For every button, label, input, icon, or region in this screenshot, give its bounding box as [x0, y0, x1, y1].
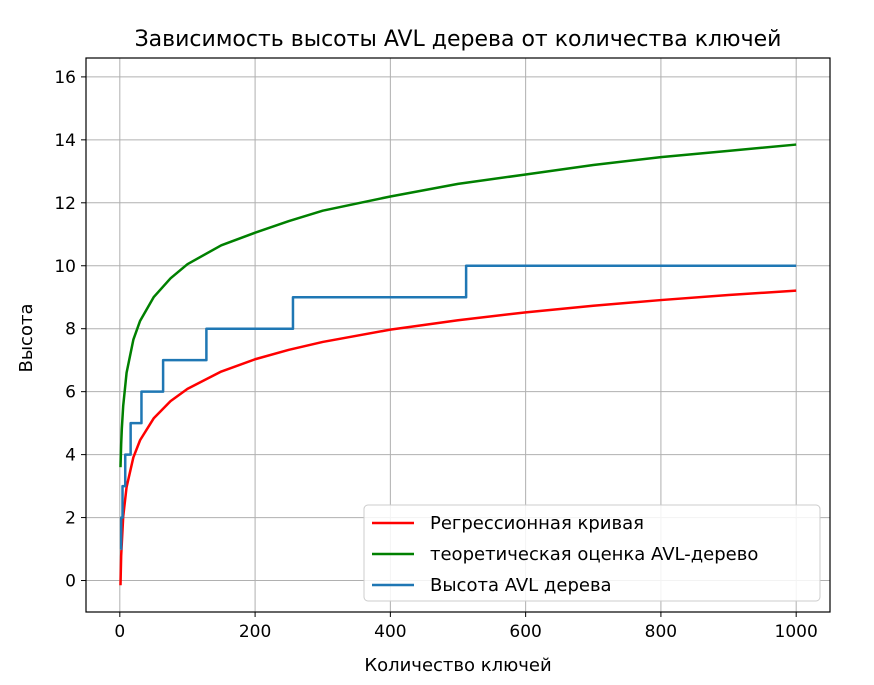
y-tick-label: 0 [65, 572, 76, 592]
legend: Регрессионная кривая теоретическая оценка… [363, 504, 821, 602]
x-tick-label: 200 [239, 622, 271, 642]
y-tick-label: 12 [54, 194, 76, 214]
legend-label: теоретическая оценка AVL-дерево [430, 544, 758, 565]
y-tick-label: 8 [65, 320, 76, 340]
series-line-1 [119, 289, 797, 586]
plot-frame [85, 57, 831, 613]
y-tick-label: 2 [65, 509, 76, 529]
legend-items: Регрессионная кривая теоретическая оценка… [372, 513, 758, 596]
y-tick-label: 6 [65, 383, 76, 403]
chart-title: Зависимость высоты AVL дерева от количес… [135, 27, 782, 52]
x-tick-label: 400 [374, 622, 406, 642]
legend-label: Регрессионная кривая [430, 513, 644, 534]
legend-box [363, 504, 821, 602]
x-tick-label: 600 [509, 622, 541, 642]
axis-ticks: 0 200 400 600 800 1000 0 2 4 6 8 10 12 14 16 [54, 68, 817, 642]
y-axis-label: Высота [16, 304, 37, 373]
x-tick-label: 0 [114, 622, 125, 642]
x-tick-label: 800 [645, 622, 677, 642]
series-lines [119, 143, 797, 586]
series-line-3 [119, 264, 797, 551]
x-tick-label: 1000 [775, 622, 818, 642]
grid-lines [86, 58, 830, 612]
y-tick-label: 14 [54, 131, 76, 151]
x-axis-label: Количество ключей [364, 655, 551, 676]
legend-label: Высота AVL дерева [430, 575, 612, 596]
y-tick-label: 4 [65, 446, 76, 466]
y-tick-label: 10 [54, 257, 76, 277]
series-line-2 [119, 143, 797, 468]
y-tick-label: 16 [54, 68, 76, 88]
